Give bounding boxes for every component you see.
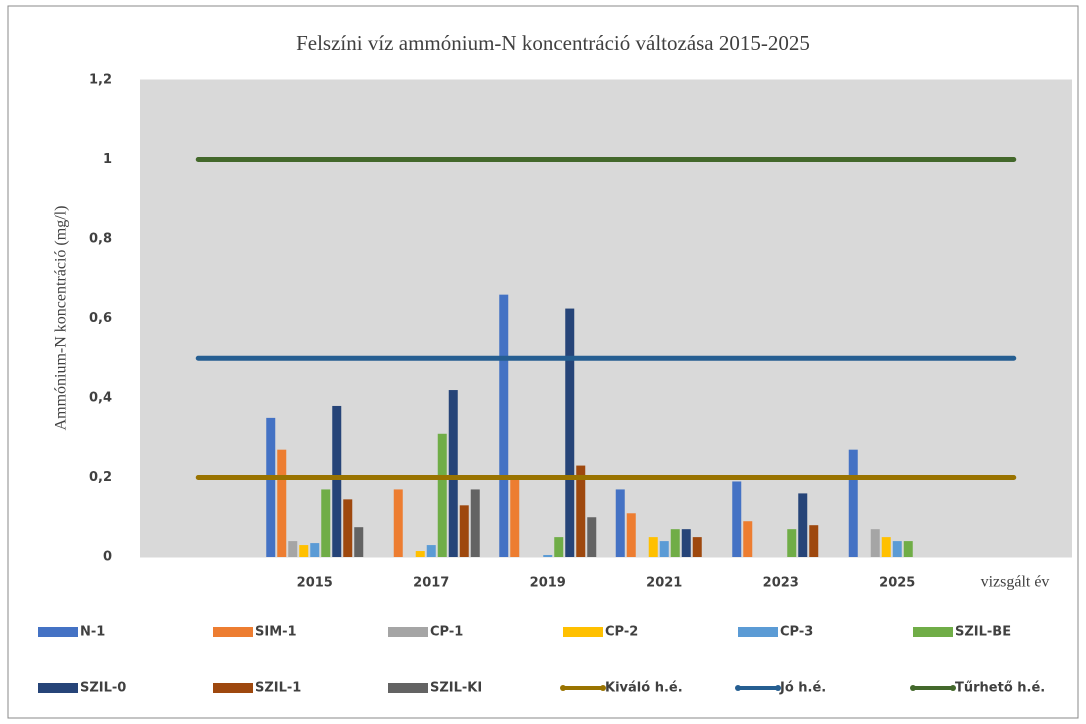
bar [288, 541, 298, 557]
bar [299, 545, 309, 557]
bar [415, 551, 425, 557]
legend-marker [735, 685, 741, 691]
legend-label: CP-2 [605, 625, 638, 640]
bar [903, 541, 913, 557]
y-tick-label: 0,2 [89, 470, 112, 485]
bar [692, 537, 702, 557]
bar [266, 417, 276, 557]
bar [470, 489, 480, 557]
legend-label: CP-1 [430, 625, 463, 640]
bar [892, 541, 902, 557]
bar [648, 537, 658, 557]
bar [732, 481, 742, 557]
bar [554, 537, 564, 557]
x-tick-label: 2019 [530, 576, 566, 591]
legend-label: SZIL-KI [430, 681, 482, 696]
legend-swatch [213, 683, 253, 693]
legend-marker [910, 685, 916, 691]
legend-marker [560, 685, 566, 691]
bar [277, 449, 287, 557]
bar [870, 529, 880, 557]
x-tick-label: 2021 [646, 576, 682, 591]
bar [787, 529, 797, 557]
bar [310, 543, 320, 557]
bar [448, 390, 458, 557]
legend-marker [950, 685, 956, 691]
x-tick-label: 2017 [413, 576, 449, 591]
bar [543, 555, 553, 557]
legend-swatch [738, 627, 778, 637]
x-tick-label: 2025 [879, 576, 915, 591]
legend-label: SZIL-1 [255, 681, 301, 696]
y-tick-label: 0 [103, 550, 112, 565]
legend-label: Jó h.é. [779, 681, 826, 696]
bar [393, 489, 403, 557]
bar [798, 493, 808, 557]
legend-swatch [38, 627, 78, 637]
y-axis-label: Ammónium-N koncentráció (mg/l) [53, 206, 70, 431]
bar [615, 489, 625, 557]
bar [587, 517, 597, 557]
legend-swatch [563, 627, 603, 637]
chart-title: Felszíni víz ammónium-N koncentráció vál… [296, 31, 810, 55]
bar [848, 449, 858, 557]
legend-label: SIM-1 [255, 625, 297, 640]
x-tick-label: 2015 [297, 576, 333, 591]
legend-label: N-1 [80, 625, 105, 640]
bar [437, 433, 447, 557]
legend-marker [600, 685, 606, 691]
bar [510, 477, 520, 557]
legend-label: Tűrhető h.é. [955, 681, 1045, 696]
bar [670, 529, 680, 557]
bar [343, 499, 353, 557]
legend-marker [775, 685, 781, 691]
bar [565, 308, 575, 557]
bar [332, 405, 342, 557]
y-tick-label: 0,4 [89, 391, 112, 406]
x-axis-label: vizsgált év [981, 574, 1050, 591]
y-tick-label: 1,2 [89, 73, 112, 88]
bar [626, 513, 636, 557]
legend-label: Kiváló h.é. [605, 681, 683, 696]
legend-swatch [388, 683, 428, 693]
bar [499, 294, 509, 557]
x-tick-label: 2023 [763, 576, 799, 591]
bar [809, 525, 819, 557]
bar [659, 541, 669, 557]
bar [459, 505, 469, 557]
bar [321, 489, 331, 557]
legend-swatch [913, 627, 953, 637]
legend-label: SZIL-BE [955, 625, 1011, 640]
legend-label: SZIL-0 [80, 681, 126, 696]
y-tick-label: 0,6 [89, 311, 112, 326]
bar [576, 465, 586, 557]
bar [881, 537, 891, 557]
legend-swatch [38, 683, 78, 693]
legend-label: CP-3 [780, 625, 813, 640]
bar [354, 527, 364, 557]
y-tick-label: 1 [103, 152, 112, 167]
y-tick-label: 0,8 [89, 232, 112, 247]
bar [681, 529, 691, 557]
bar [743, 521, 753, 557]
legend-swatch [388, 627, 428, 637]
legend-swatch [213, 627, 253, 637]
bar [426, 545, 436, 557]
